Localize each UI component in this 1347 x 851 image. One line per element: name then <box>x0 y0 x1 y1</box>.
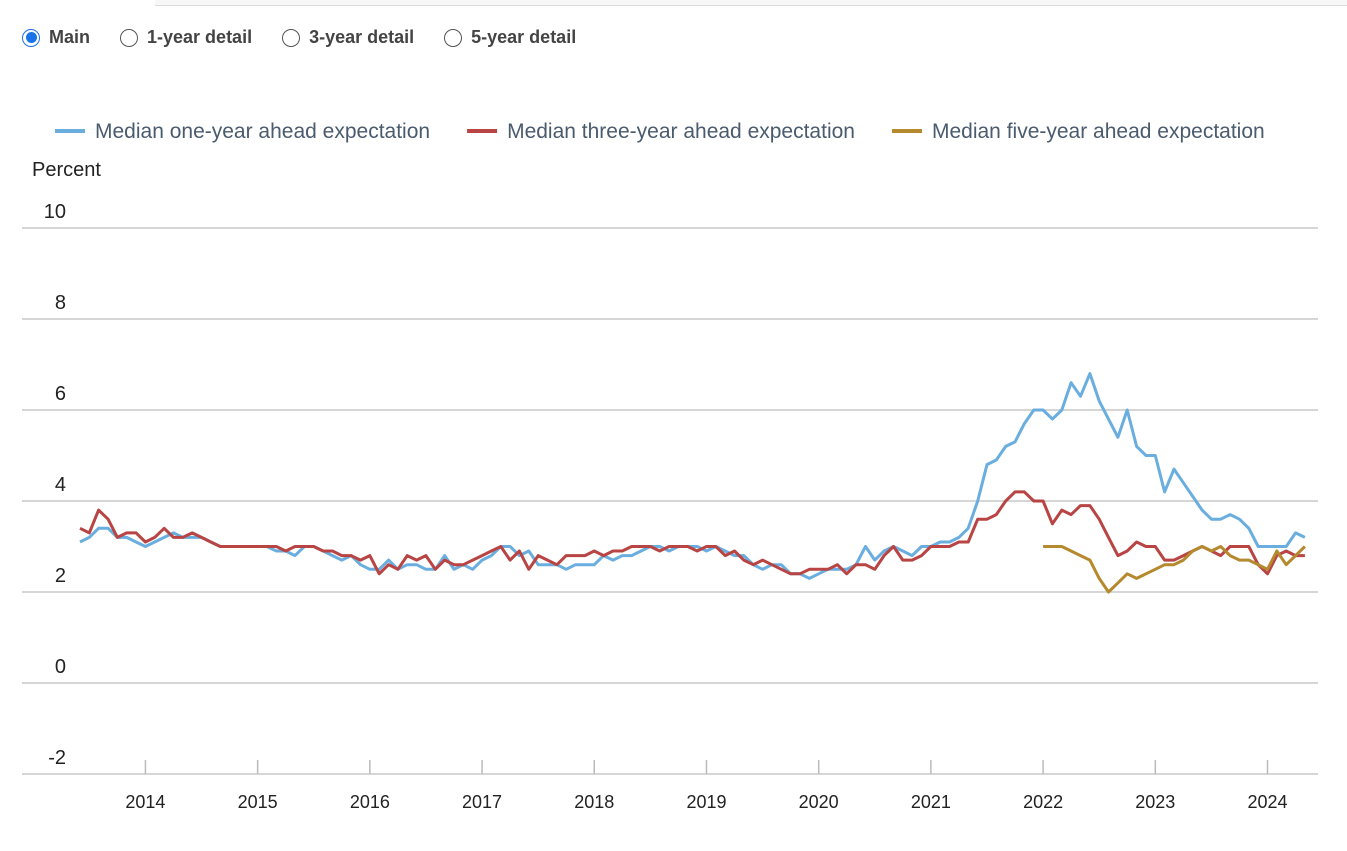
y-tick-label: 0 <box>55 656 66 678</box>
y-tick-label: 8 <box>55 292 66 314</box>
legend-label: Median three-year ahead expectation <box>507 120 855 143</box>
x-tick-label: 2021 <box>911 792 951 812</box>
y-tick-label: 4 <box>55 474 66 496</box>
legend-label: Median five-year ahead expectation <box>932 120 1265 143</box>
x-tick-label: 2018 <box>574 792 614 812</box>
x-tick-label: 2024 <box>1247 792 1287 812</box>
x-tick-label: 2016 <box>350 792 390 812</box>
series-line <box>79 490 1305 576</box>
radio-option[interactable]: 5-year detail <box>444 27 576 48</box>
y-tick-label: -2 <box>48 747 66 769</box>
radio-label[interactable]: 3-year detail <box>309 27 415 47</box>
x-tick-label: 2022 <box>1023 792 1063 812</box>
series-line <box>1043 545 1306 594</box>
view-selector: Main 1-year detail 3-year detail 5-year det… <box>22 27 606 48</box>
y-tick-label: 2 <box>55 565 66 587</box>
radio-button[interactable] <box>282 28 301 47</box>
legend-label: Median one-year ahead expectation <box>95 120 430 143</box>
x-tick-label: 2017 <box>462 792 502 812</box>
x-tick-label: 2023 <box>1135 792 1175 812</box>
radio-button[interactable] <box>120 28 139 47</box>
radio-option[interactable]: 3-year detail <box>282 27 414 48</box>
x-tick-label: 2015 <box>238 792 278 812</box>
radio-label[interactable]: 5-year detail <box>471 27 577 47</box>
radio-button[interactable] <box>22 28 40 47</box>
radio-option[interactable]: 1-year detail <box>120 27 252 48</box>
x-tick-label: 2014 <box>125 792 165 812</box>
radio-label[interactable]: 1-year detail <box>147 27 253 47</box>
radio-option[interactable]: Main <box>22 27 90 48</box>
radio-button[interactable] <box>444 28 463 47</box>
y-axis-label: Percent <box>32 159 101 181</box>
top-bar <box>155 0 1347 6</box>
x-tick-label: 2020 <box>799 792 839 812</box>
radio-label[interactable]: Main <box>49 27 91 47</box>
x-tick-label: 2019 <box>686 792 726 812</box>
y-tick-label: 6 <box>55 383 66 405</box>
y-tick-label: 10 <box>44 201 66 223</box>
